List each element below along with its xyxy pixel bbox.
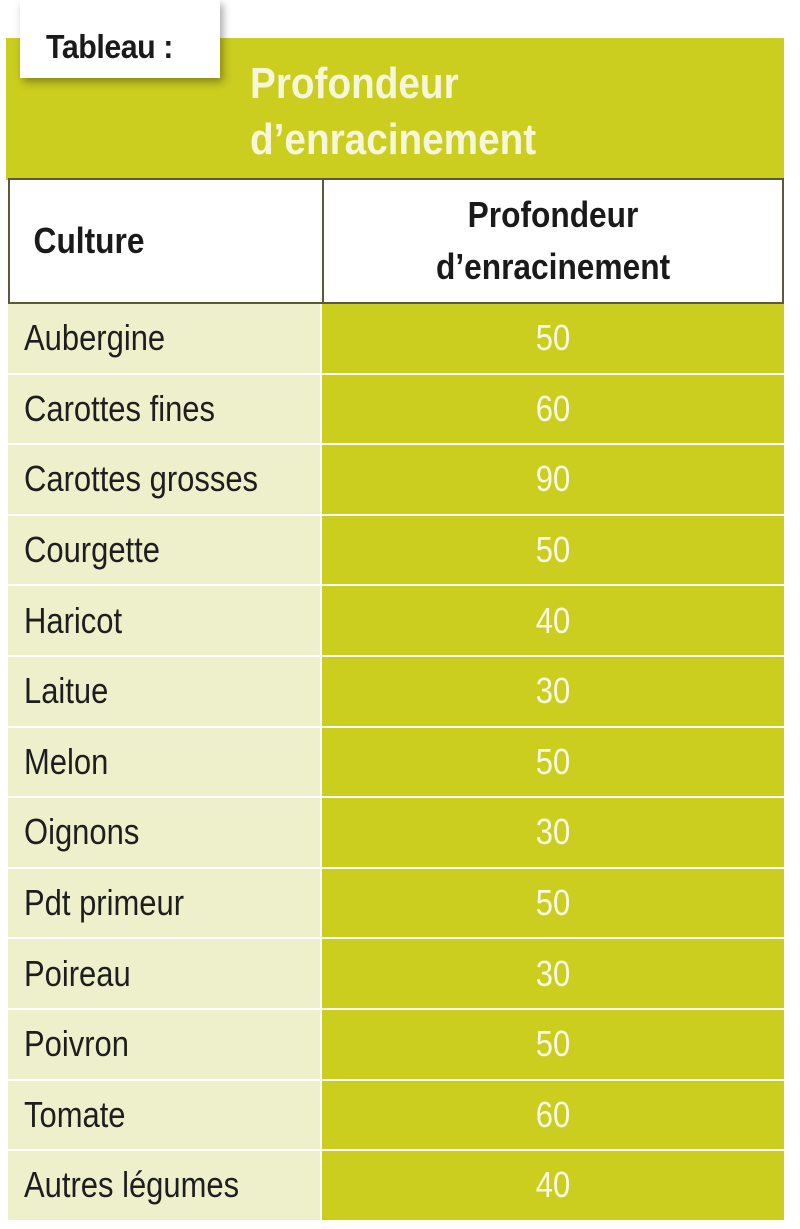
culture-cell: Aubergine [8, 304, 322, 373]
culture-label: Tomate [24, 1093, 126, 1135]
culture-label: Haricot [24, 599, 123, 641]
culture-label: Aubergine [24, 317, 166, 359]
depth-value: 50 [535, 317, 571, 359]
culture-label: Melon [24, 740, 109, 782]
depth-value: 60 [535, 387, 571, 429]
culture-cell: Haricot [8, 586, 322, 655]
table-body: Aubergine 50 Carottes fines 60 Carottes gros… [8, 304, 784, 1222]
table-row: Pdt primeur 50 [8, 868, 784, 940]
culture-cell: Poireau [8, 939, 322, 1008]
table-row: Oignons 30 [8, 798, 784, 869]
table-row: Poivron 50 [8, 1009, 784, 1081]
culture-label: Oignons [24, 811, 140, 853]
culture-cell: Pdt primeur [8, 868, 322, 938]
depth-value-cell: 50 [322, 868, 784, 938]
depth-value-cell: 60 [322, 374, 784, 444]
depth-value-cell: 30 [322, 656, 784, 726]
table-row: Poireau 30 [8, 939, 784, 1010]
table-title-line-1: Profondeur [250, 59, 459, 108]
culture-cell: Autres légumes [8, 1151, 322, 1220]
culture-label: Autres légumes [24, 1164, 240, 1206]
depth-value: 30 [535, 952, 571, 994]
depth-value: 50 [535, 529, 571, 571]
depth-value-cell: 40 [322, 586, 784, 655]
depth-value-cell: 50 [322, 727, 784, 797]
culture-label: Courgette [24, 529, 160, 571]
depth-value: 50 [535, 740, 571, 782]
table-row: Courgette 50 [8, 515, 784, 587]
table-row: Haricot 40 [8, 586, 784, 657]
depth-value: 30 [535, 811, 571, 853]
culture-cell: Melon [8, 727, 322, 797]
depth-value: 50 [535, 882, 571, 924]
table-tag-label: Tableau : [46, 28, 173, 65]
culture-label: Pdt primeur [24, 882, 185, 924]
column-header-profondeur: Profondeur d’enracinement [435, 194, 671, 287]
data-table: Culture Profondeur d’enracinement Auberg… [8, 178, 784, 1222]
table-row: Tomate 60 [8, 1080, 784, 1152]
culture-label: Carottes fines [24, 387, 216, 429]
culture-cell: Carottes grosses [8, 445, 322, 514]
table-title-line-2: d’enracinement [250, 115, 537, 164]
culture-cell: Carottes fines [8, 374, 322, 444]
depth-value: 60 [535, 1093, 571, 1135]
depth-value-cell: 30 [322, 798, 784, 867]
culture-label: Carottes grosses [24, 458, 259, 500]
culture-label: Poireau [24, 952, 131, 994]
table-header-row: Culture Profondeur d’enracinement [8, 180, 784, 304]
culture-label: Poivron [24, 1023, 129, 1065]
depth-value: 40 [535, 599, 571, 641]
table-row: Carottes grosses 90 [8, 445, 784, 516]
table-row: Laitue 30 [8, 656, 784, 728]
depth-value: 90 [535, 458, 571, 500]
depth-value-cell: 50 [322, 1009, 784, 1079]
depth-value-cell: 40 [322, 1151, 784, 1220]
depth-value-cell: 30 [322, 939, 784, 1008]
depth-value: 40 [535, 1164, 571, 1206]
table-row: Aubergine 50 [8, 304, 784, 375]
table-row: Autres légumes 40 [8, 1151, 784, 1222]
depth-value: 30 [535, 670, 571, 712]
table-row: Melon 50 [8, 727, 784, 799]
table-row: Carottes fines 60 [8, 374, 784, 446]
culture-cell: Laitue [8, 656, 322, 726]
depth-value: 50 [535, 1023, 571, 1065]
culture-cell: Courgette [8, 515, 322, 585]
table-tag: Tableau : [20, 0, 220, 78]
depth-value-cell: 90 [322, 445, 784, 514]
depth-value-cell: 60 [322, 1080, 784, 1150]
culture-cell: Poivron [8, 1009, 322, 1079]
culture-cell: Oignons [8, 798, 322, 867]
column-header-culture: Culture [10, 180, 324, 302]
depth-value-cell: 50 [322, 304, 784, 373]
table-title: Profondeur d’enracinement [250, 56, 708, 168]
culture-cell: Tomate [8, 1080, 322, 1150]
culture-label: Laitue [24, 670, 109, 712]
depth-value-cell: 50 [322, 515, 784, 585]
